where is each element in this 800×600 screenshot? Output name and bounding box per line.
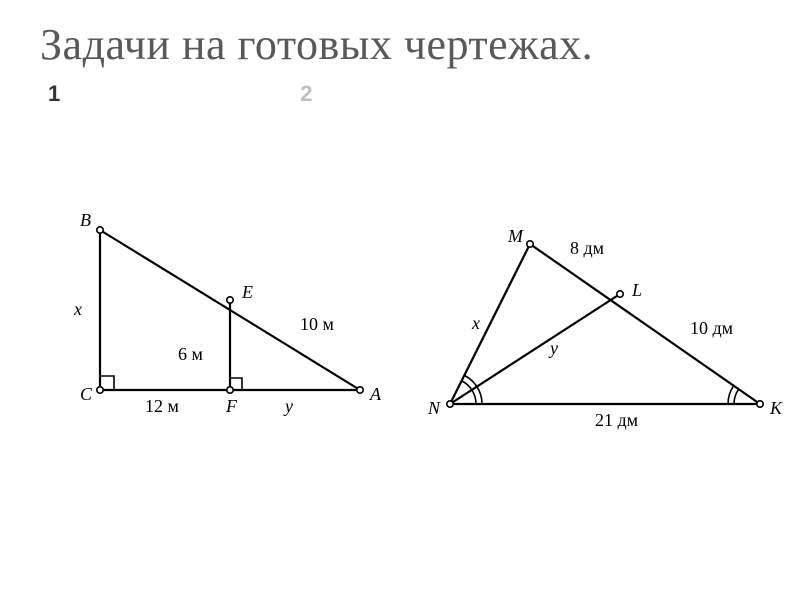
svg-text:21 дм: 21 дм <box>595 410 638 430</box>
svg-text:N: N <box>427 398 441 418</box>
svg-text:C: C <box>80 384 93 404</box>
svg-text:F: F <box>225 396 238 416</box>
problem-1-figure: B C A E Fx 6 м 10 м 12 м y <box>30 200 390 440</box>
svg-text:x: x <box>73 299 82 319</box>
svg-text:6 м: 6 м <box>178 344 203 364</box>
problem-2-figure: M N K L 8 дм x y 10 дм 21 дм <box>410 214 790 454</box>
svg-text:12 м: 12 м <box>145 396 179 416</box>
svg-text:M: M <box>507 226 524 246</box>
problem-1-number: 1 <box>48 81 60 107</box>
svg-text:y: y <box>283 396 293 416</box>
problem-2-number: 2 <box>300 81 312 107</box>
svg-text:E: E <box>241 282 253 302</box>
problem-numbers: 1 2 <box>40 81 760 107</box>
svg-text:10 м: 10 м <box>300 314 334 334</box>
svg-text:A: A <box>369 384 382 404</box>
svg-text:10 дм: 10 дм <box>690 318 733 338</box>
figures-area: B C A E Fx 6 м 10 м 12 м y M N K L 8 дм x y 10 дм 21 дм <box>0 200 800 560</box>
slide-title: Задачи на готовых чертежах. <box>40 20 760 71</box>
svg-text:y: y <box>548 338 558 358</box>
svg-text:L: L <box>631 280 642 300</box>
svg-text:8 дм: 8 дм <box>570 238 604 258</box>
svg-text:B: B <box>80 210 91 230</box>
svg-text:K: K <box>769 398 783 418</box>
svg-text:x: x <box>471 313 480 333</box>
